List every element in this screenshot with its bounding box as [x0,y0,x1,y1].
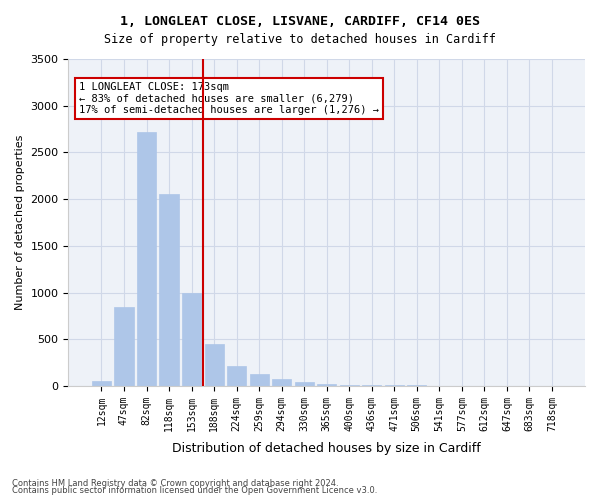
Y-axis label: Number of detached properties: Number of detached properties [15,135,25,310]
Bar [160,194,179,386]
Text: Contains public sector information licensed under the Open Government Licence v3: Contains public sector information licen… [12,486,377,495]
Bar [227,366,246,386]
Bar [205,344,224,386]
Text: Size of property relative to detached houses in Cardiff: Size of property relative to detached ho… [104,32,496,46]
Bar [317,384,336,386]
X-axis label: Distribution of detached houses by size in Cardiff: Distribution of detached houses by size … [172,442,481,455]
Text: 1, LONGLEAT CLOSE, LISVANE, CARDIFF, CF14 0ES: 1, LONGLEAT CLOSE, LISVANE, CARDIFF, CF1… [120,15,480,28]
Bar [115,308,134,386]
Bar [92,381,111,386]
Bar [250,374,269,386]
Bar [340,384,359,386]
Bar [272,380,291,386]
Bar [137,132,156,386]
Text: 1 LONGLEAT CLOSE: 173sqm
← 83% of detached houses are smaller (6,279)
17% of sem: 1 LONGLEAT CLOSE: 173sqm ← 83% of detach… [79,82,379,115]
Bar [295,382,314,386]
Bar [362,385,382,386]
Text: Contains HM Land Registry data © Crown copyright and database right 2024.: Contains HM Land Registry data © Crown c… [12,478,338,488]
Bar [182,292,201,386]
